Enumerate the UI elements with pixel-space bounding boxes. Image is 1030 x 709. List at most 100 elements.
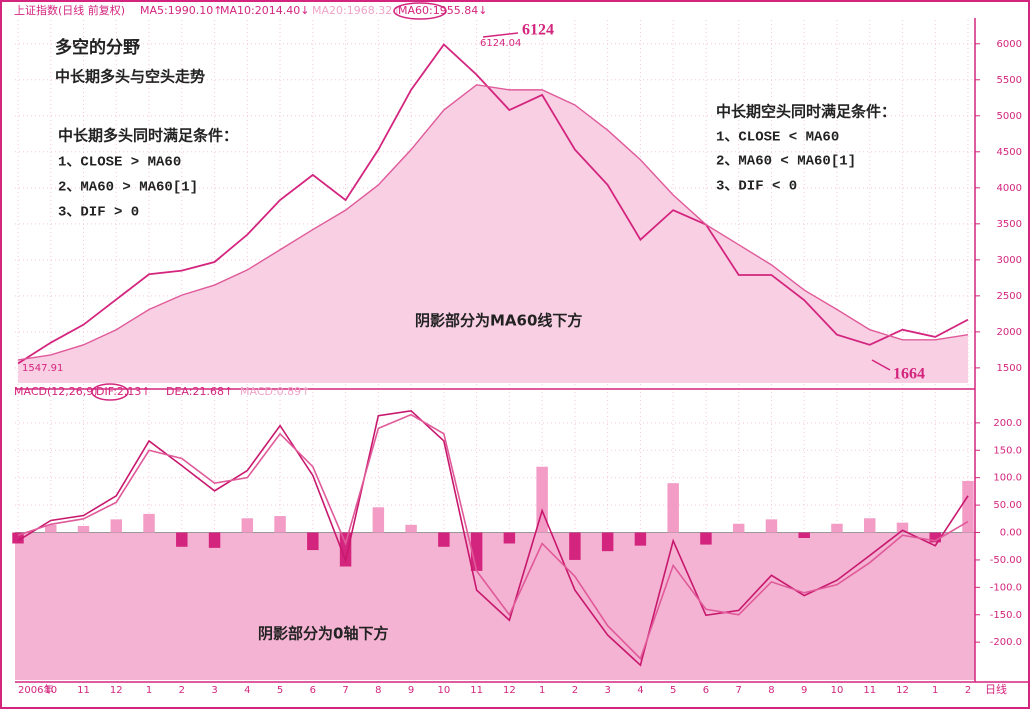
x-tick-label: 3 (604, 685, 610, 696)
macd-bar (470, 532, 483, 571)
x-tick-label: 3 (211, 685, 217, 696)
low-label: 1664 (893, 366, 925, 383)
annotation: 阴影部分为MA60线下方 (415, 312, 582, 330)
x-tick-label: 10 (44, 685, 57, 696)
macd-bar (45, 524, 57, 533)
macd-bar (962, 480, 974, 533)
macd-bar (339, 532, 352, 567)
x-tick-label: 10 (437, 685, 450, 696)
macd-bar (77, 525, 90, 533)
x-tick-label: 7 (736, 685, 742, 696)
macd-bar (601, 532, 614, 552)
x-tick-label: 12 (110, 685, 123, 696)
x-tick-label: 1 (539, 685, 545, 696)
annotation: 中长期空头同时满足条件： (716, 103, 896, 121)
y-tick-label: 3000 (997, 255, 1022, 266)
y-tick-label: 5000 (997, 111, 1022, 122)
y-tick-label: 200.0 (993, 418, 1022, 429)
x-tick-label: 7 (342, 685, 348, 696)
x-tick-label: 5 (277, 685, 283, 696)
peak-value: 6124.04 (480, 38, 521, 49)
macd-bar (831, 523, 843, 533)
y-tick-label: -200.0 (990, 637, 1022, 648)
highlight-ellipse (91, 383, 129, 401)
peak-label: 6124 (522, 22, 554, 39)
y-tick-label: 2500 (997, 291, 1022, 302)
annotation: 2、MA60 > MA60[1] (58, 180, 198, 196)
annotation: 1、CLOSE < MA60 (716, 130, 839, 146)
start-low-value: 1547.91 (22, 363, 63, 374)
macd-header-dea: DEA:21.68↑ (166, 385, 233, 398)
macd-header-dif: DIF:2.13↑ (96, 385, 151, 398)
x-tick-label: 11 (863, 685, 876, 696)
background-layer (15, 20, 975, 680)
macd-bar (569, 532, 581, 560)
x-tick-label: 6 (703, 685, 709, 696)
annotation: 1、CLOSE > MA60 (58, 155, 181, 171)
macd-bar (700, 532, 712, 545)
macd-bar (798, 532, 810, 538)
annotation: 2、MA60 < MA60[1] (716, 154, 856, 170)
y-tick-label: 5500 (997, 75, 1022, 86)
y-tick-label: 6000 (997, 39, 1022, 50)
x-tick-label: 12 (896, 685, 909, 696)
annotation: 中长期多头与空头走势 (55, 68, 205, 86)
ma60-line (17, 84, 969, 361)
macd-bar (667, 483, 679, 533)
header-ma5: MA5:1990.10↑ (140, 4, 222, 17)
x-tick-label: 2 (965, 685, 971, 696)
macd-bar (241, 518, 254, 533)
y-tick-label: 2000 (997, 327, 1022, 338)
macd-bar (732, 523, 745, 533)
x-tick-label: 2006年 (18, 683, 53, 696)
x-tick-label: 8 (768, 685, 774, 696)
macd-bar (143, 513, 155, 533)
arrow (871, 359, 891, 371)
header-ma60: MA60:1955.84↓ (398, 4, 487, 17)
macd-bar (12, 532, 24, 544)
macd-bar (405, 524, 417, 533)
y-tick-label: -100.0 (990, 582, 1022, 593)
y-tick-label: 4500 (997, 147, 1022, 158)
x-tick-label: 8 (375, 685, 381, 696)
x-tick-label: 12 (503, 685, 516, 696)
y-tick-label: 0.00 (1000, 528, 1022, 539)
x-tick-label: 11 (470, 685, 483, 696)
y-tick-label: 1500 (997, 363, 1022, 374)
y-tick-label: -150.0 (990, 610, 1022, 621)
macd-bar (503, 532, 516, 544)
ma60-shaded-area (18, 84, 968, 384)
macd-bar (634, 532, 647, 546)
arrow (482, 32, 519, 38)
macd-bar (438, 532, 450, 547)
macd-bar (929, 532, 941, 543)
macd-bar (208, 532, 221, 548)
macd-bar (896, 522, 909, 533)
x-tick-label: 4 (244, 685, 250, 696)
y-tick-label: -50.00 (990, 555, 1022, 566)
y-tick-label: 150.0 (993, 445, 1022, 456)
x-tick-label: 10 (831, 685, 844, 696)
y-tick-label: 4000 (997, 183, 1022, 194)
x-tick-label: 1 (146, 685, 152, 696)
highlight-ellipse (393, 2, 447, 20)
x-tick-label: 2 (572, 685, 578, 696)
annotation: 多空的分野 (55, 37, 140, 58)
dif-line (17, 409, 969, 667)
macd-bar (176, 532, 188, 547)
y-tick-label: 3500 (997, 219, 1022, 230)
x-tick-label: 6 (310, 685, 316, 696)
macd-bar (765, 519, 778, 533)
annotation: 3、DIF < 0 (716, 179, 797, 195)
x-tick-label: 5 (670, 685, 676, 696)
y-tick-label: 50.00 (993, 500, 1022, 511)
annotation: 阴影部分为0轴下方 (258, 625, 388, 643)
x-tick-label: 4 (637, 685, 643, 696)
x-tick-label: 9 (408, 685, 414, 696)
annotation: 中长期多头同时满足条件： (58, 127, 238, 145)
header-title: 上证指数(日线 前复权) (14, 3, 125, 17)
macd-header-title: MACD(12,26,9) (14, 385, 98, 398)
x-tick-label: 2 (179, 685, 185, 696)
